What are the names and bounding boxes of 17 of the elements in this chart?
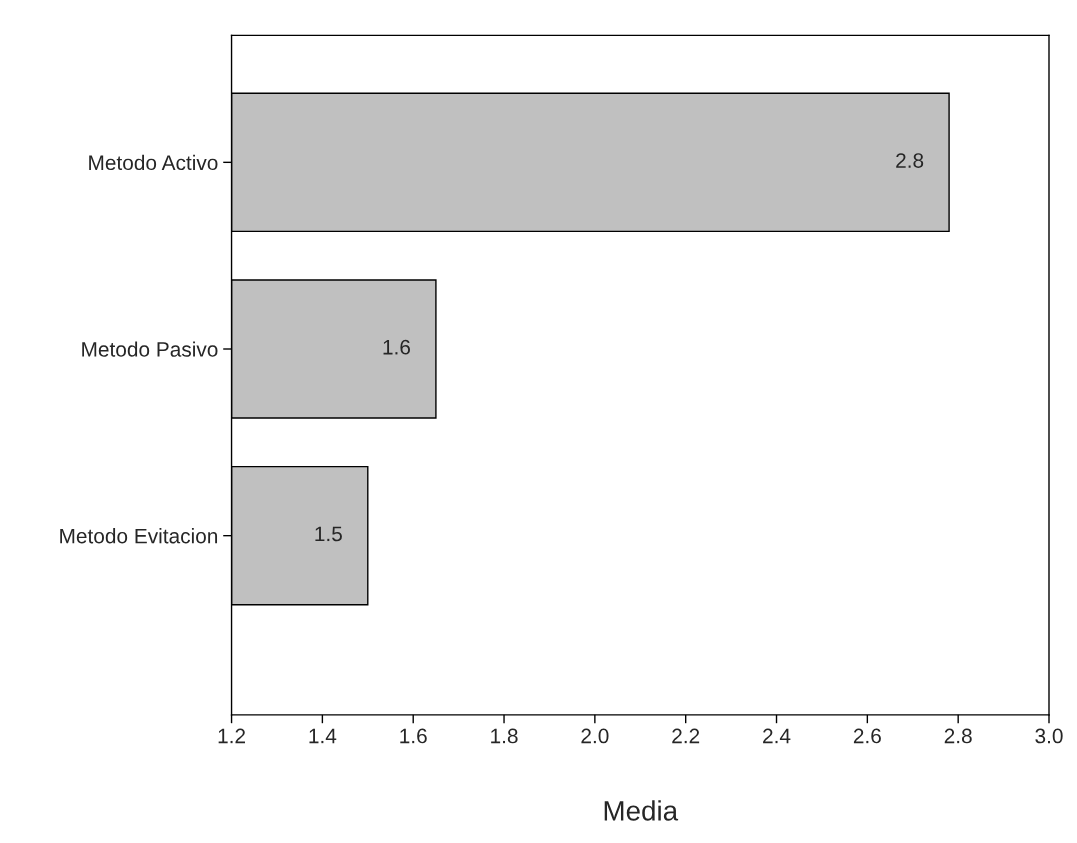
y-tick-label: Metodo Evitacion [60, 528, 218, 544]
data-label: 1.6 [383, 339, 410, 355]
text: 3.0 [1035, 728, 1063, 744]
text: 2.0 [581, 728, 609, 744]
data-label: 1.5 [315, 526, 342, 542]
text: 1.2 [218, 728, 245, 744]
text: 1.8 [491, 728, 518, 744]
text: 2.4 [763, 728, 791, 744]
text: 1.6 [400, 728, 427, 744]
text: 1.4 [309, 728, 337, 744]
y-tick-label: Metodo Activo [89, 154, 218, 171]
text: 2.6 [853, 728, 881, 744]
data-label: 2.8 [896, 153, 924, 168]
x-axis-title: Media [604, 800, 679, 821]
y-tick-label: Metodo Pasivo [82, 341, 218, 357]
text: 2.2 [672, 728, 700, 744]
text: 2.8 [944, 728, 972, 744]
